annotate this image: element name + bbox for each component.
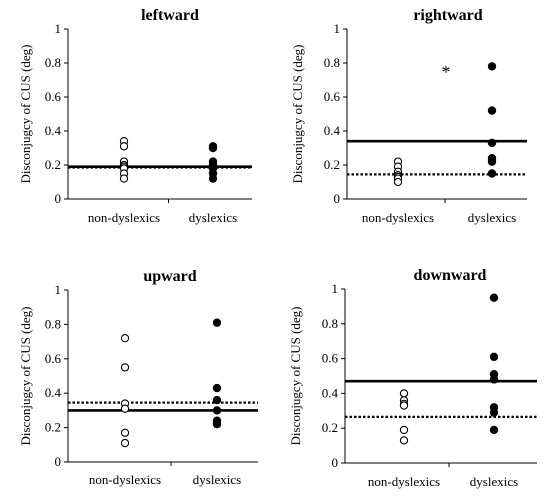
- data-point-non-dyslexic: [393, 177, 403, 187]
- data-point-dyslexic: [489, 352, 499, 362]
- x-category-label: non-dyslexics: [88, 210, 160, 225]
- data-point-non-dyslexic: [119, 142, 129, 151]
- data-point-non-dyslexic: [399, 401, 409, 410]
- data-point-dyslexic: [208, 174, 218, 183]
- data-point-non-dyslexic: [120, 404, 130, 413]
- y-tick-label: 0.4: [45, 385, 62, 400]
- y-tick-label: 0.4: [322, 385, 339, 400]
- panel-downward: downward 0 0.2 0.4 0.6 0.8 1 Disconjugcy of CUS…: [288, 267, 537, 489]
- data-point-non-dyslexic: [120, 438, 130, 448]
- data-point-dyslexic: [487, 62, 497, 71]
- y-tick-label: 1: [332, 281, 339, 296]
- y-tick-label: 1: [55, 21, 62, 36]
- y-tick-label: 0.8: [45, 316, 61, 331]
- y-tick-label: 0: [55, 191, 62, 206]
- significance-annotation: *: [442, 62, 451, 82]
- y-tick-label: 0.2: [322, 420, 338, 435]
- data-point-dyslexic: [212, 406, 222, 415]
- y-axis-title: Disconjugcy of CUS (deg): [18, 306, 33, 445]
- panel-title: downward: [414, 267, 487, 284]
- data-point-dyslexic: [487, 157, 497, 166]
- y-axis-title: Disconjugcy of CUS (deg): [290, 44, 305, 183]
- data-point-non-dyslexic: [119, 174, 129, 183]
- y-tick-label: 0.6: [45, 89, 62, 104]
- panel-rightward: rightward 0 0.2 0.4 0.6 0.8 1 Disconjugcy of CU…: [290, 7, 527, 225]
- y-tick-label: 0: [332, 455, 339, 470]
- y-tick-label: 0.2: [45, 420, 61, 435]
- data-point-non-dyslexic: [399, 389, 409, 398]
- data-point-dyslexic: [487, 138, 497, 148]
- y-tick-label: 0: [55, 454, 62, 469]
- x-category-label: non-dyslexics: [362, 210, 434, 225]
- x-category-label: non-dyslexics: [89, 472, 161, 487]
- x-category-label: dyslexics: [193, 472, 241, 487]
- panel-title: rightward: [413, 7, 482, 24]
- y-tick-label: 0.2: [324, 157, 340, 172]
- data-point-dyslexic: [212, 419, 222, 429]
- data-point-non-dyslexic: [120, 334, 130, 343]
- data-point-non-dyslexic: [399, 425, 409, 435]
- y-tick-label: 0.6: [45, 351, 62, 366]
- panel-title: leftward: [141, 7, 199, 24]
- data-point-dyslexic: [212, 383, 222, 393]
- data-point-non-dyslexic: [399, 436, 409, 445]
- y-tick-label: 0.2: [45, 157, 61, 172]
- y-tick-label: 0.8: [45, 55, 61, 70]
- data-point-dyslexic: [212, 395, 222, 405]
- y-tick-label: 0.8: [324, 55, 340, 70]
- x-category-label: dyslexics: [470, 474, 518, 489]
- x-category-label: dyslexics: [189, 210, 237, 225]
- y-tick-label: 1: [55, 282, 62, 297]
- panel-title: upward: [143, 268, 196, 285]
- data-point-non-dyslexic: [120, 428, 130, 437]
- y-tick-label: 0.8: [322, 316, 338, 331]
- data-point-dyslexic: [489, 293, 499, 302]
- data-point-dyslexic: [489, 375, 499, 384]
- y-tick-label: 0.6: [322, 351, 339, 366]
- data-point-dyslexic: [212, 318, 222, 327]
- data-point-dyslexic: [208, 143, 218, 153]
- panel-leftward: leftward 0 0.2 0.4 0.6 0.8 1 Disconjugcy of CUS…: [18, 7, 252, 225]
- y-tick-label: 0.6: [324, 89, 341, 104]
- data-point-dyslexic: [487, 169, 497, 178]
- data-point-dyslexic: [489, 408, 499, 417]
- y-tick-label: 0.4: [45, 123, 62, 138]
- data-point-non-dyslexic: [120, 363, 130, 372]
- y-tick-label: 0: [334, 191, 341, 206]
- data-point-dyslexic: [489, 425, 499, 435]
- y-axis-title: Disconjugcy of CUS (deg): [288, 306, 303, 445]
- y-axis-title: Disconjugcy of CUS (deg): [18, 44, 33, 183]
- x-category-label: non-dyslexics: [368, 474, 440, 489]
- panel-upward: upward 0 0.2 0.4 0.6 0.8 1 Disconjugcy of CUS (…: [18, 268, 258, 487]
- y-tick-label: 0.4: [324, 123, 341, 138]
- data-point-dyslexic: [487, 106, 497, 115]
- x-category-label: dyslexics: [468, 210, 516, 225]
- y-tick-label: 1: [334, 21, 341, 36]
